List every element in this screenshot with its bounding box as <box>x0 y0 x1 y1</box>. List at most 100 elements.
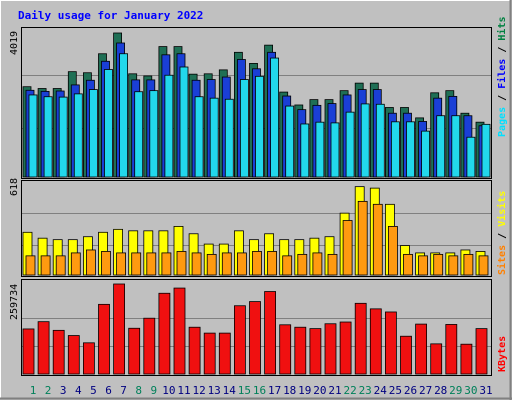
x-tick-label: 2 <box>45 384 52 397</box>
x-tick-label: 14 <box>223 384 237 397</box>
bar-kbytes-day-11 <box>173 287 186 375</box>
bar-sites-day-9 <box>146 252 157 276</box>
top-panel-frame <box>21 27 492 179</box>
bar-kbytes-day-26 <box>400 335 412 375</box>
bar-kbytes-day-6 <box>98 303 110 375</box>
bar-pages-day-6 <box>104 69 113 178</box>
x-tick-label: 9 <box>150 384 157 397</box>
bar-kbytes-day-19 <box>294 326 307 375</box>
bar-kbytes-day-12 <box>188 326 201 375</box>
legend-separator: / <box>497 95 508 101</box>
bar-kbytes-day-3 <box>52 329 65 375</box>
x-axis-day-labels: 1 2 3 4 5 6 7 8 9 10 11 12 13 14 15 16 17 18 19 20 21 22 23 24 2… <box>30 384 493 397</box>
bar-kbytes-day-8 <box>128 327 141 375</box>
x-tick-label: 11 <box>177 384 190 397</box>
bar-pages-day-2 <box>43 96 53 178</box>
bar-pages-day-13 <box>209 97 219 178</box>
bar-sites-day-3 <box>55 255 66 276</box>
x-tick-label: 20 <box>313 384 326 397</box>
bar-pages-day-18 <box>285 105 295 178</box>
bar-pages-day-5 <box>89 89 98 178</box>
x-tick-label: 15 <box>238 384 251 397</box>
x-tick-label: 17 <box>268 384 281 397</box>
bars-layer <box>22 32 491 375</box>
bottom-panel-frame <box>21 279 492 376</box>
bar-sites-day-26 <box>403 253 413 276</box>
bar-kbytes-day-30 <box>460 343 473 375</box>
bar-kbytes-day-31 <box>475 328 488 375</box>
bar-sites-day-23 <box>357 200 368 276</box>
bar-sites-day-8 <box>131 252 142 276</box>
bar-sites-day-30 <box>463 253 474 276</box>
bar-kbytes-day-10 <box>158 292 171 375</box>
bar-pages-day-15 <box>239 79 249 178</box>
bar-pages-day-17 <box>270 57 280 178</box>
x-tick-label: 13 <box>208 384 221 397</box>
top-legend: Pages / Files / Hits <box>496 17 508 138</box>
bar-pages-day-9 <box>149 90 159 178</box>
x-tick-label: 16 <box>253 384 266 397</box>
bar-kbytes-day-23 <box>354 302 367 375</box>
bar-kbytes-day-22 <box>339 321 352 375</box>
chart-title: Daily usage for January 2022 <box>18 9 203 22</box>
bar-kbytes-day-27 <box>415 323 428 375</box>
bar-kbytes-day-21 <box>324 323 337 375</box>
bar-kbytes-day-29 <box>445 324 458 375</box>
bar-sites-day-25 <box>387 226 398 276</box>
x-tick-label: 23 <box>359 384 372 397</box>
x-tick-label: 24 <box>374 384 388 397</box>
bar-pages-day-21 <box>330 122 340 178</box>
bar-sites-day-17 <box>267 251 278 276</box>
x-tick-label: 8 <box>135 384 142 397</box>
x-tick-label: 6 <box>105 384 112 397</box>
bar-sites-day-7 <box>116 252 126 276</box>
bar-sites-day-5 <box>86 249 96 276</box>
bar-kbytes-day-9 <box>143 317 156 375</box>
middle-ymax-label: 618 <box>9 178 20 196</box>
bar-pages-day-8 <box>134 91 144 178</box>
bar-sites-day-13 <box>206 253 217 276</box>
bar-kbytes-day-16 <box>249 301 261 375</box>
bar-pages-day-11 <box>179 66 189 178</box>
x-tick-label: 25 <box>389 384 402 397</box>
bottom-legend: KBytes <box>497 336 508 372</box>
bar-kbytes-day-15 <box>233 305 246 375</box>
bar-sites-day-12 <box>191 252 202 276</box>
bar-pages-day-22 <box>345 111 355 178</box>
legend-visits: Visits <box>496 191 508 227</box>
bar-sites-day-14 <box>221 252 232 276</box>
bar-pages-day-10 <box>164 74 174 178</box>
bar-sites-day-4 <box>70 252 81 276</box>
bar-sites-day-19 <box>297 253 308 276</box>
bar-kbytes-day-13 <box>203 332 216 375</box>
bar-sites-day-18 <box>282 255 293 276</box>
x-tick-label: 1 <box>30 384 37 397</box>
bottom-ymax-label: 259734 <box>9 284 20 320</box>
bar-kbytes-day-24 <box>369 308 382 375</box>
bar-sites-day-10 <box>161 252 172 276</box>
bar-kbytes-day-7 <box>113 283 125 375</box>
bar-pages-day-29 <box>451 115 461 178</box>
x-tick-label: 26 <box>404 384 417 397</box>
bar-sites-day-15 <box>236 252 247 276</box>
x-tick-label: 5 <box>90 384 97 397</box>
bar-pages-day-12 <box>194 96 204 178</box>
bar-sites-day-24 <box>372 203 383 276</box>
x-tick-label: 30 <box>464 384 477 397</box>
bar-kbytes-day-14 <box>218 332 231 375</box>
bar-sites-day-20 <box>312 252 323 276</box>
bar-pages-day-25 <box>390 121 400 178</box>
bar-sites-day-6 <box>101 251 111 276</box>
x-tick-label: 29 <box>449 384 462 397</box>
bar-kbytes-day-4 <box>67 335 80 375</box>
x-tick-label: 28 <box>434 384 447 397</box>
legend-kbytes: KBytes <box>497 336 508 372</box>
bar-sites-day-22 <box>342 220 353 276</box>
x-tick-label: 4 <box>75 384 82 397</box>
legend-pages: Pages <box>497 107 508 137</box>
x-tick-label: 18 <box>283 384 296 397</box>
x-tick-label: 19 <box>298 384 311 397</box>
bar-pages-day-28 <box>436 115 446 178</box>
